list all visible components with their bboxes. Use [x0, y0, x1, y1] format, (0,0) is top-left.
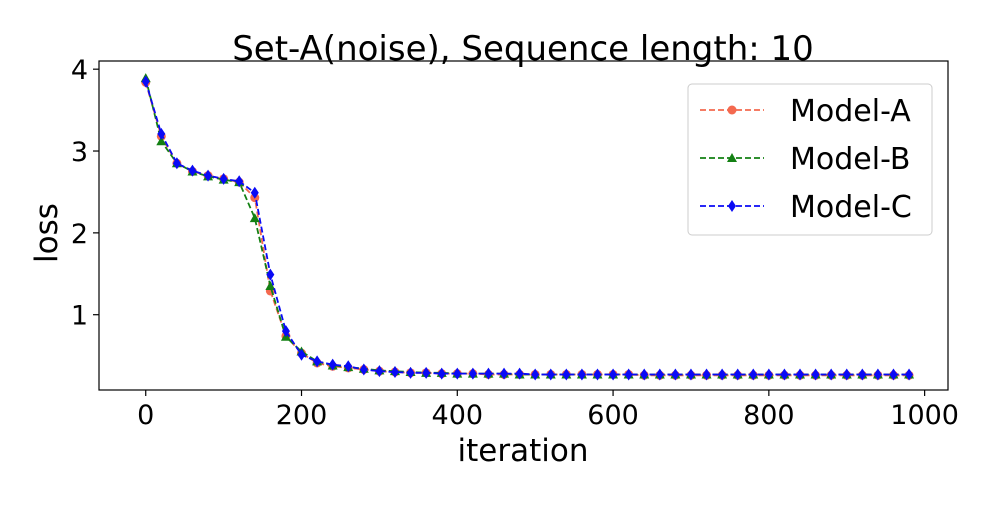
model-c-point [313, 355, 322, 368]
legend-item-model-a: Model-A [700, 94, 911, 129]
model-c-point [842, 368, 851, 381]
legend-label: Model-C [790, 190, 912, 225]
model-c-point [624, 368, 633, 381]
model-c-point [250, 186, 259, 199]
model-c-point [546, 368, 555, 381]
legend-item-model-c: Model-C [700, 190, 912, 225]
model-c-point [827, 368, 836, 381]
model-c-point [344, 360, 353, 373]
x-tick-label: 200 [276, 400, 328, 431]
model-b-point [265, 281, 276, 291]
model-c-point [281, 325, 290, 338]
model-c-series [141, 75, 914, 381]
model-c-point [702, 368, 711, 381]
chart-title: Set-A(noise), Sequence length: 10 [232, 29, 814, 69]
model-c-point [531, 368, 540, 381]
model-c-point [858, 368, 867, 381]
model-c-point [577, 368, 586, 381]
legend: Model-A Model-B Model-C [687, 83, 933, 236]
model-c-point [796, 368, 805, 381]
y-tick-label: 4 [71, 55, 88, 86]
x-axis: 0 200 400 600 800 1000 [137, 390, 959, 431]
y-tick-label: 2 [71, 219, 88, 250]
x-tick-label: 0 [137, 400, 154, 431]
model-c-point [515, 367, 524, 380]
model-c-point [266, 268, 275, 281]
model-c-point [468, 367, 477, 380]
model-c-point [873, 368, 882, 381]
model-c-point [437, 367, 446, 380]
legend-marker [727, 153, 737, 162]
model-c-point [406, 366, 415, 379]
model-c-point [671, 368, 680, 381]
x-tick-label: 800 [743, 400, 795, 431]
model-c-point [593, 368, 602, 381]
model-c-point [188, 164, 197, 177]
model-c-point [764, 368, 773, 381]
x-tick-label: 1000 [890, 400, 959, 431]
model-c-point [219, 172, 228, 185]
x-tick-label: 400 [432, 400, 484, 431]
series-layer [140, 73, 915, 381]
legend-label: Model-B [790, 142, 910, 177]
model-c-point [359, 363, 368, 376]
model-c-point [609, 368, 618, 381]
model-c-point [422, 366, 431, 379]
model-c-point [562, 368, 571, 381]
model-c-point [235, 175, 244, 188]
model-b-point [249, 213, 260, 223]
y-tick-label: 3 [71, 137, 88, 168]
model-c-point [204, 169, 213, 182]
model-b-point [156, 136, 167, 146]
model-c-point [749, 368, 758, 381]
model-c-point [905, 368, 914, 381]
model-c-point [500, 367, 509, 380]
model-c-point [453, 367, 462, 380]
y-axis: 1 2 3 4 [71, 55, 99, 332]
model-c-point [390, 365, 399, 378]
model-c-point [889, 368, 898, 381]
model-c-point [375, 365, 384, 378]
model-c-point [780, 368, 789, 381]
model-c-point [718, 368, 727, 381]
legend-box [687, 83, 933, 236]
model-c-point [157, 127, 166, 140]
model-c-point [172, 157, 181, 170]
model-c-point [733, 368, 742, 381]
model-c-point [686, 368, 695, 381]
legend-marker [728, 200, 736, 212]
x-tick-label: 600 [587, 400, 639, 431]
plot-area [98, 60, 949, 391]
x-axis-label: iteration [458, 433, 589, 469]
legend-item-model-b: Model-B [700, 142, 910, 177]
y-axis-label: loss [29, 203, 65, 263]
model-c-point [297, 348, 306, 361]
legend-label: Model-A [790, 94, 911, 129]
model-c-point [655, 368, 664, 381]
model-c-point [141, 75, 150, 88]
model-c-point [328, 358, 337, 371]
model-c-point [484, 367, 493, 380]
model-c-point [811, 368, 820, 381]
y-tick-label: 1 [71, 301, 88, 332]
model-c-point [640, 368, 649, 381]
model-c-line [144, 81, 910, 376]
legend-marker [727, 105, 737, 115]
